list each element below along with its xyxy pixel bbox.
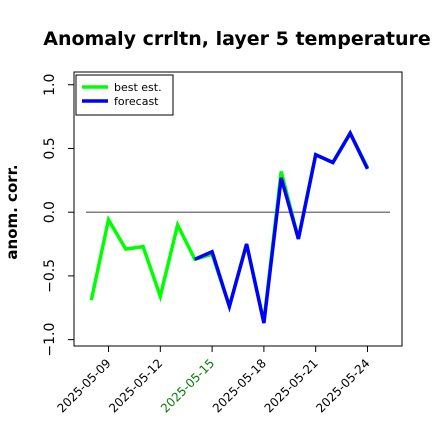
x-tick-label: 2025-05-18 — [210, 356, 269, 415]
legend-label: best est. — [114, 81, 162, 94]
y-tick-label: 0.0 — [42, 201, 58, 223]
legend-label: forecast — [114, 95, 159, 108]
series-line-forecast — [194, 129, 370, 324]
y-tick-label: 1.0 — [42, 74, 58, 96]
x-tick-label: 2025-05-12 — [106, 356, 165, 415]
plot-area — [73, 71, 403, 347]
y-axis-label: anom. corr. — [3, 164, 21, 259]
x-tick-label: 2025-05-21 — [262, 356, 321, 415]
legend-box — [75, 74, 174, 116]
x-tick-label: 2025-05-15 — [158, 356, 217, 415]
y-tick-label: 0.5 — [42, 137, 58, 159]
x-tick-label: 2025-05-09 — [54, 356, 113, 415]
y-tick-label: −0.5 — [42, 259, 58, 293]
chart-title: Anomaly crrltn, layer 5 temperature — [43, 28, 431, 50]
y-tick-label: −1.0 — [42, 323, 58, 357]
x-tick-label: 2025-05-24 — [313, 356, 372, 415]
